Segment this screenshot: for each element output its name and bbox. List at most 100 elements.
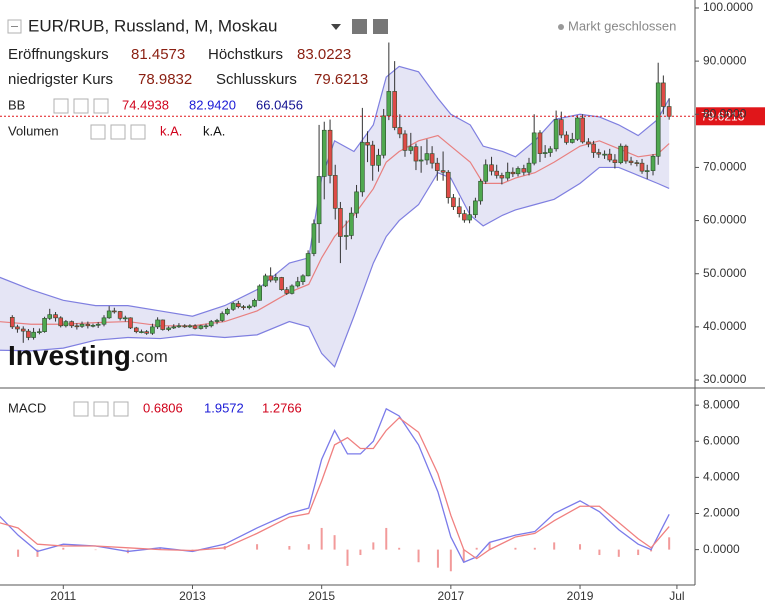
band-mid — [0, 134, 670, 327]
x-tick-label: 2017 — [437, 589, 464, 603]
candle-body — [95, 323, 101, 326]
candle-body — [321, 129, 327, 177]
candle-body — [236, 303, 241, 307]
watermark-main: Investing — [8, 340, 131, 371]
candle-body — [90, 324, 96, 327]
candle-body — [268, 275, 273, 281]
candle-body — [526, 162, 532, 173]
macd-histogram-bar — [359, 549, 362, 556]
candle-body — [208, 321, 214, 327]
candle-body — [247, 305, 252, 309]
candle-body — [386, 91, 392, 117]
macd-histogram-bar — [307, 544, 310, 550]
title-dropdown[interactable] — [331, 24, 341, 30]
eye-icon[interactable] — [90, 124, 106, 140]
candle-body — [117, 311, 123, 319]
candle-body — [510, 171, 516, 175]
macd-histogram-bar — [17, 549, 20, 557]
candle-body — [63, 321, 69, 327]
macd-histogram-bar — [385, 527, 388, 550]
y-tick-label: 60.0000 — [703, 213, 747, 227]
macd-histogram-bar — [637, 549, 640, 556]
candle-body — [203, 325, 209, 328]
candle-body — [316, 176, 322, 225]
y-tick-label: 70.0000 — [703, 160, 747, 174]
candle-body — [515, 168, 521, 175]
candle-body — [101, 317, 107, 325]
candle-body — [596, 152, 602, 155]
close-icon[interactable] — [113, 401, 129, 417]
watermark-suffix: .com — [131, 347, 168, 366]
macd-y-tick-label: 4.0000 — [703, 470, 740, 484]
y-tick-label: 50.0000 — [703, 266, 747, 280]
candle-body — [564, 134, 569, 143]
macd-histogram-bar — [288, 545, 291, 550]
macd-line — [0, 407, 670, 564]
low-label: niedrigster Kurs — [8, 71, 113, 88]
macd-histogram-bar — [320, 527, 323, 550]
bb-legend: 74.4938 82.9420 66.0456 — [122, 97, 303, 112]
candle-body — [489, 164, 494, 172]
candle-body — [413, 146, 419, 162]
candle-body — [284, 289, 290, 294]
macd-histogram-bar — [650, 549, 653, 552]
gear-icon[interactable] — [73, 98, 89, 114]
gear-icon[interactable] — [110, 124, 126, 140]
candle-body — [440, 170, 446, 173]
candle-body — [639, 162, 645, 172]
candle-body — [666, 106, 672, 117]
gear-icon[interactable] — [373, 19, 388, 34]
candle-body — [166, 327, 171, 330]
candle-body — [586, 141, 591, 145]
candle-body — [558, 119, 564, 136]
eye-icon[interactable] — [73, 401, 89, 417]
candle-body — [505, 171, 510, 179]
close-icon[interactable] — [130, 124, 146, 140]
candle-body — [408, 146, 414, 151]
gear-icon[interactable] — [93, 401, 109, 417]
candle-body — [332, 175, 338, 209]
macd-legend-value: 1.2766 — [262, 400, 302, 415]
macd-histogram-bar — [617, 549, 620, 557]
macd-histogram-bar — [417, 549, 420, 563]
eye-icon[interactable] — [352, 19, 367, 34]
candle-body — [53, 314, 58, 319]
macd-y-tick-label: 0.0000 — [703, 542, 740, 556]
candle-body — [434, 162, 440, 171]
band-lower — [0, 166, 670, 368]
macd-histogram-bar — [579, 544, 582, 550]
close-icon[interactable] — [93, 98, 109, 114]
candle-body — [225, 309, 230, 314]
eye-icon[interactable] — [53, 98, 69, 114]
candle-body — [575, 117, 580, 140]
candle-body — [171, 326, 177, 329]
band-upper — [0, 65, 670, 317]
candle-body — [160, 319, 166, 330]
candle-body — [133, 327, 139, 332]
candle-body — [591, 143, 596, 153]
bb-legend-value: 82.9420 — [189, 97, 236, 112]
chart-title: EUR/RUB, Russland, M, Moskau — [28, 16, 277, 35]
macd-histogram-bar — [462, 549, 465, 563]
candle-body — [15, 326, 20, 330]
candle-body — [418, 159, 424, 162]
candle-body — [531, 132, 537, 164]
candle-body — [241, 306, 246, 309]
candle-body — [451, 197, 456, 208]
candle-body — [580, 117, 585, 143]
candle-body — [623, 145, 629, 162]
volume-label: Volumen — [8, 123, 59, 138]
macd-histogram-bar — [449, 549, 452, 572]
status-dot — [558, 24, 564, 30]
candle-body — [607, 153, 613, 161]
macd-histogram-bar — [346, 549, 349, 566]
candle-body — [644, 170, 650, 172]
candle-body — [112, 310, 117, 313]
market-status: Markt geschlossen — [568, 18, 676, 33]
bb-legend-value: 74.4938 — [122, 97, 169, 112]
candle-body — [655, 82, 661, 157]
candle-body — [139, 331, 144, 333]
macd-histogram-bar — [36, 549, 39, 557]
volume-value: k.A. — [203, 123, 225, 138]
